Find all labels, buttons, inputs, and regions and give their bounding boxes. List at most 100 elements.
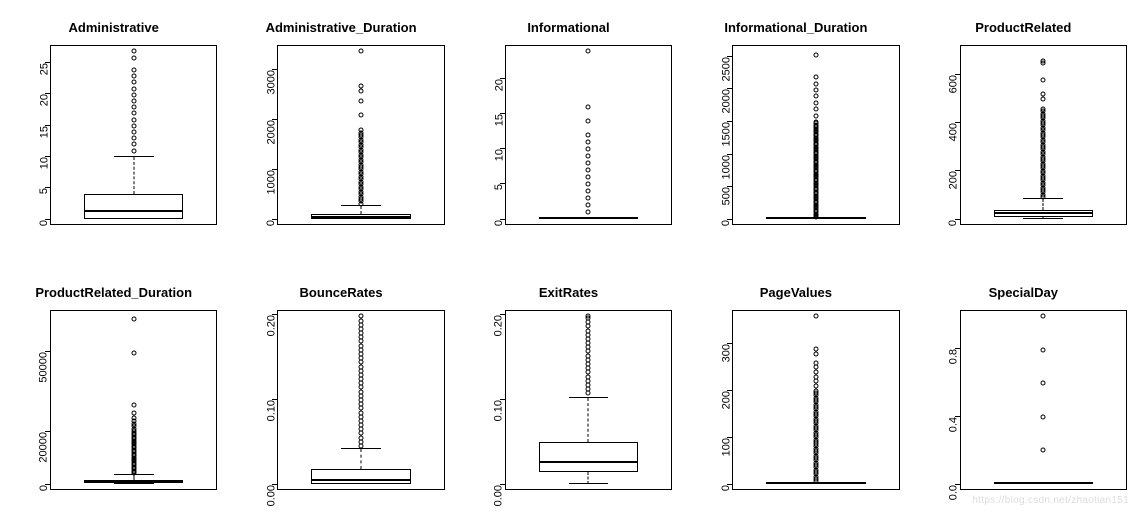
outlier-point — [1041, 92, 1046, 97]
boxplot-panel: Informational_Duration050010001500200025… — [692, 20, 899, 225]
y-tick-label: 100 — [720, 438, 732, 456]
y-tick-label: 50000 — [38, 352, 50, 383]
y-tick-label: 15 — [38, 126, 50, 138]
outlier-point — [131, 403, 136, 408]
iqr-box — [539, 442, 638, 472]
plot-area: 0200400600 — [920, 45, 1127, 225]
chart-title: Informational — [527, 20, 609, 35]
watermark: https://blog.csdn.net/zhaotian151 — [972, 495, 1129, 506]
plot-area: 0.000.100.20 — [237, 310, 444, 490]
outlier-point — [586, 139, 591, 144]
outlier-point — [813, 360, 818, 365]
y-tick-label: 2500 — [720, 57, 732, 81]
y-tick-label: 1000 — [265, 170, 277, 194]
plot-area: 02000050000 — [10, 310, 217, 490]
outlier-point — [131, 136, 136, 141]
y-tick-label: 200 — [948, 171, 960, 189]
outlier-point — [359, 314, 364, 319]
outlier-point — [1041, 106, 1046, 111]
y-tick-label: 0 — [493, 220, 505, 226]
y-tick-label: 0.00 — [265, 485, 277, 506]
y-tick-label: 400 — [948, 123, 960, 141]
outlier-point — [586, 146, 591, 151]
y-tick-label: 20 — [38, 94, 50, 106]
outlier-point — [813, 52, 818, 57]
outlier-point — [131, 98, 136, 103]
median-line — [539, 461, 638, 463]
y-tick-label: 0.20 — [265, 315, 277, 336]
median-line — [311, 216, 410, 218]
y-axis: 0.000.100.20 — [237, 310, 277, 490]
outlier-point — [813, 351, 818, 356]
plot-box — [732, 310, 899, 490]
iqr-box — [84, 194, 183, 219]
y-tick-label: 0.0 — [948, 485, 960, 500]
y-tick-label: 0.10 — [493, 400, 505, 421]
outlier-point — [131, 74, 136, 79]
whisker-cap-lower — [569, 483, 609, 484]
boxplot-panel: ProductRelated0200400600 — [920, 20, 1127, 225]
outlier-point — [131, 123, 136, 128]
outlier-point — [1041, 381, 1046, 386]
whisker-upper — [361, 206, 362, 213]
outlier-point — [586, 153, 591, 158]
outlier-point — [131, 92, 136, 97]
chart-title: PageValues — [760, 285, 832, 300]
outlier-point — [586, 160, 591, 165]
y-tick-label: 0.10 — [265, 400, 277, 421]
y-axis: 0200400600 — [920, 45, 960, 225]
whisker-upper — [588, 398, 589, 442]
boxplot-panel: Administrative_Duration0100020003000 — [237, 20, 444, 225]
y-axis: 0510152025 — [10, 45, 50, 225]
outlier-point — [586, 119, 591, 124]
y-axis: 05001000150020002500 — [692, 45, 732, 225]
outlier-point — [131, 142, 136, 147]
plot-area: 05101520 — [465, 45, 672, 225]
outlier-point — [131, 55, 136, 60]
outlier-point — [586, 181, 591, 186]
outlier-point — [1041, 97, 1046, 102]
outlier-point — [359, 128, 364, 133]
y-tick-label: 15 — [493, 114, 505, 126]
outlier-point — [131, 129, 136, 134]
plot-area: 0100020003000 — [237, 45, 444, 225]
plot-box — [277, 45, 444, 225]
outlier-point — [1041, 58, 1046, 63]
outlier-point — [131, 67, 136, 72]
boxplot-panel: BounceRates0.000.100.20 — [237, 285, 444, 490]
outlier-point — [586, 167, 591, 172]
plot-box — [50, 310, 217, 490]
iqr-box — [311, 469, 410, 483]
outlier-point — [359, 113, 364, 118]
plot-box — [505, 45, 672, 225]
plot-box — [960, 45, 1127, 225]
chart-title: ProductRelated_Duration — [35, 285, 192, 300]
outlier-point — [359, 49, 364, 54]
outlier-point — [813, 384, 818, 389]
outlier-point — [813, 314, 818, 319]
y-axis: 0.00.40.8 — [920, 310, 960, 490]
median-line — [84, 210, 183, 212]
outlier-point — [131, 117, 136, 122]
outlier-point — [131, 111, 136, 116]
outlier-point — [813, 365, 818, 370]
outlier-point — [131, 411, 136, 416]
outlier-point — [813, 379, 818, 384]
y-tick-label: 0 — [38, 220, 50, 226]
outlier-point — [131, 350, 136, 355]
boxplot-panel: Informational05101520 — [465, 20, 672, 225]
outlier-point — [131, 86, 136, 91]
outlier-point — [131, 148, 136, 153]
whisker-cap-upper — [569, 397, 609, 398]
outlier-point — [131, 105, 136, 110]
outlier-point — [586, 133, 591, 138]
plot-box — [960, 310, 1127, 490]
outlier-point — [131, 316, 136, 321]
y-tick-label: 0.8 — [948, 349, 960, 364]
boxplot-panel: PageValues0100200300 — [692, 285, 899, 490]
outlier-point — [586, 174, 591, 179]
outlier-point — [359, 88, 364, 93]
outlier-point — [131, 80, 136, 85]
y-axis: 02000050000 — [10, 310, 50, 490]
boxplot-grid: Administrative0510152025Administrative_D… — [10, 20, 1127, 490]
